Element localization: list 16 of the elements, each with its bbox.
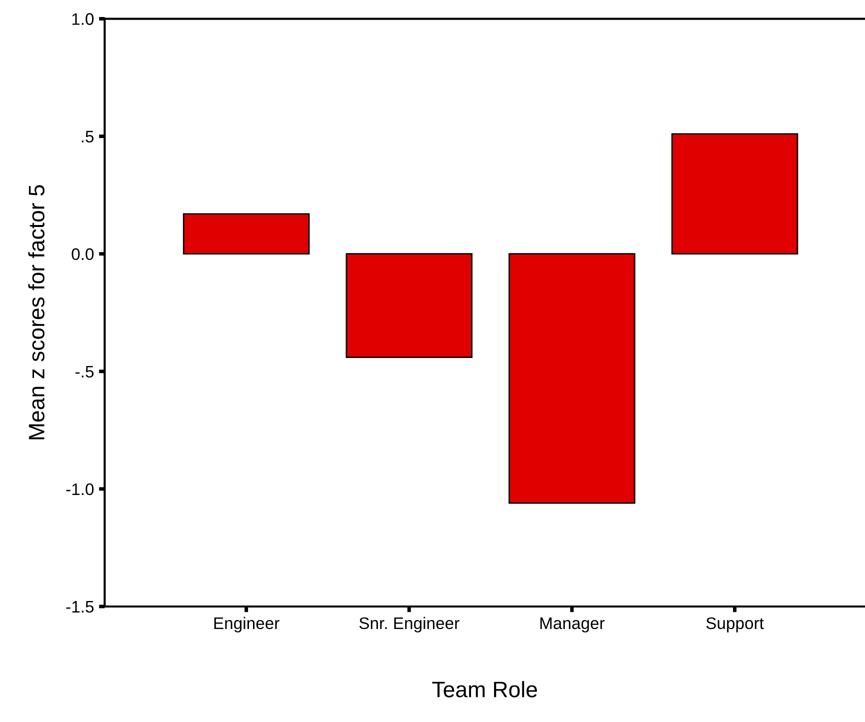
x-tick-label: Manager: [540, 618, 605, 632]
x-axis-title: Team Role: [432, 681, 537, 698]
y-tick-label: -.5: [76, 366, 94, 378]
y-tick-label: -1.5: [66, 601, 94, 613]
x-tick-label: Support: [706, 617, 764, 632]
y-axis-title: Mean z scores for factor 5: [28, 185, 44, 440]
bar: [508, 253, 636, 504]
bar: [671, 133, 798, 255]
x-tick-label: Snr. Engineer: [359, 616, 460, 632]
y-tick-label: .5: [82, 130, 94, 143]
bar: [182, 213, 310, 255]
y-tick-label: 0.0: [72, 248, 94, 260]
x-tick-label: Engineer: [214, 616, 280, 632]
y-tick-label: 1.0: [72, 13, 94, 25]
bar: [346, 253, 472, 358]
y-tick-label: -1.0: [66, 483, 94, 496]
